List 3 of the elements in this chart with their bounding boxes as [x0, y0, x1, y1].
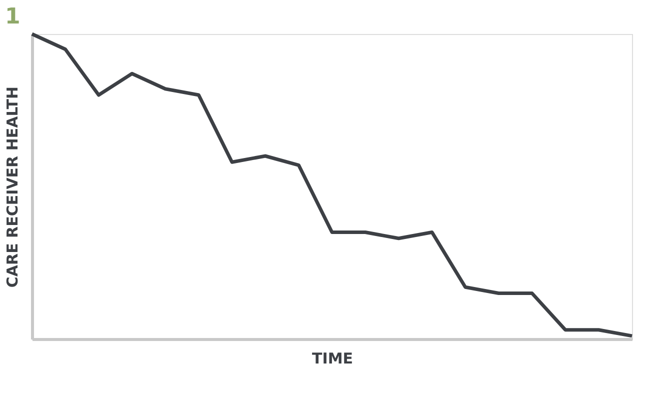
y-axis-title: CARE RECEIVER HEALTH [4, 86, 22, 288]
x-axis-title: TIME [312, 350, 353, 368]
chart-title: 1 [5, 4, 20, 30]
